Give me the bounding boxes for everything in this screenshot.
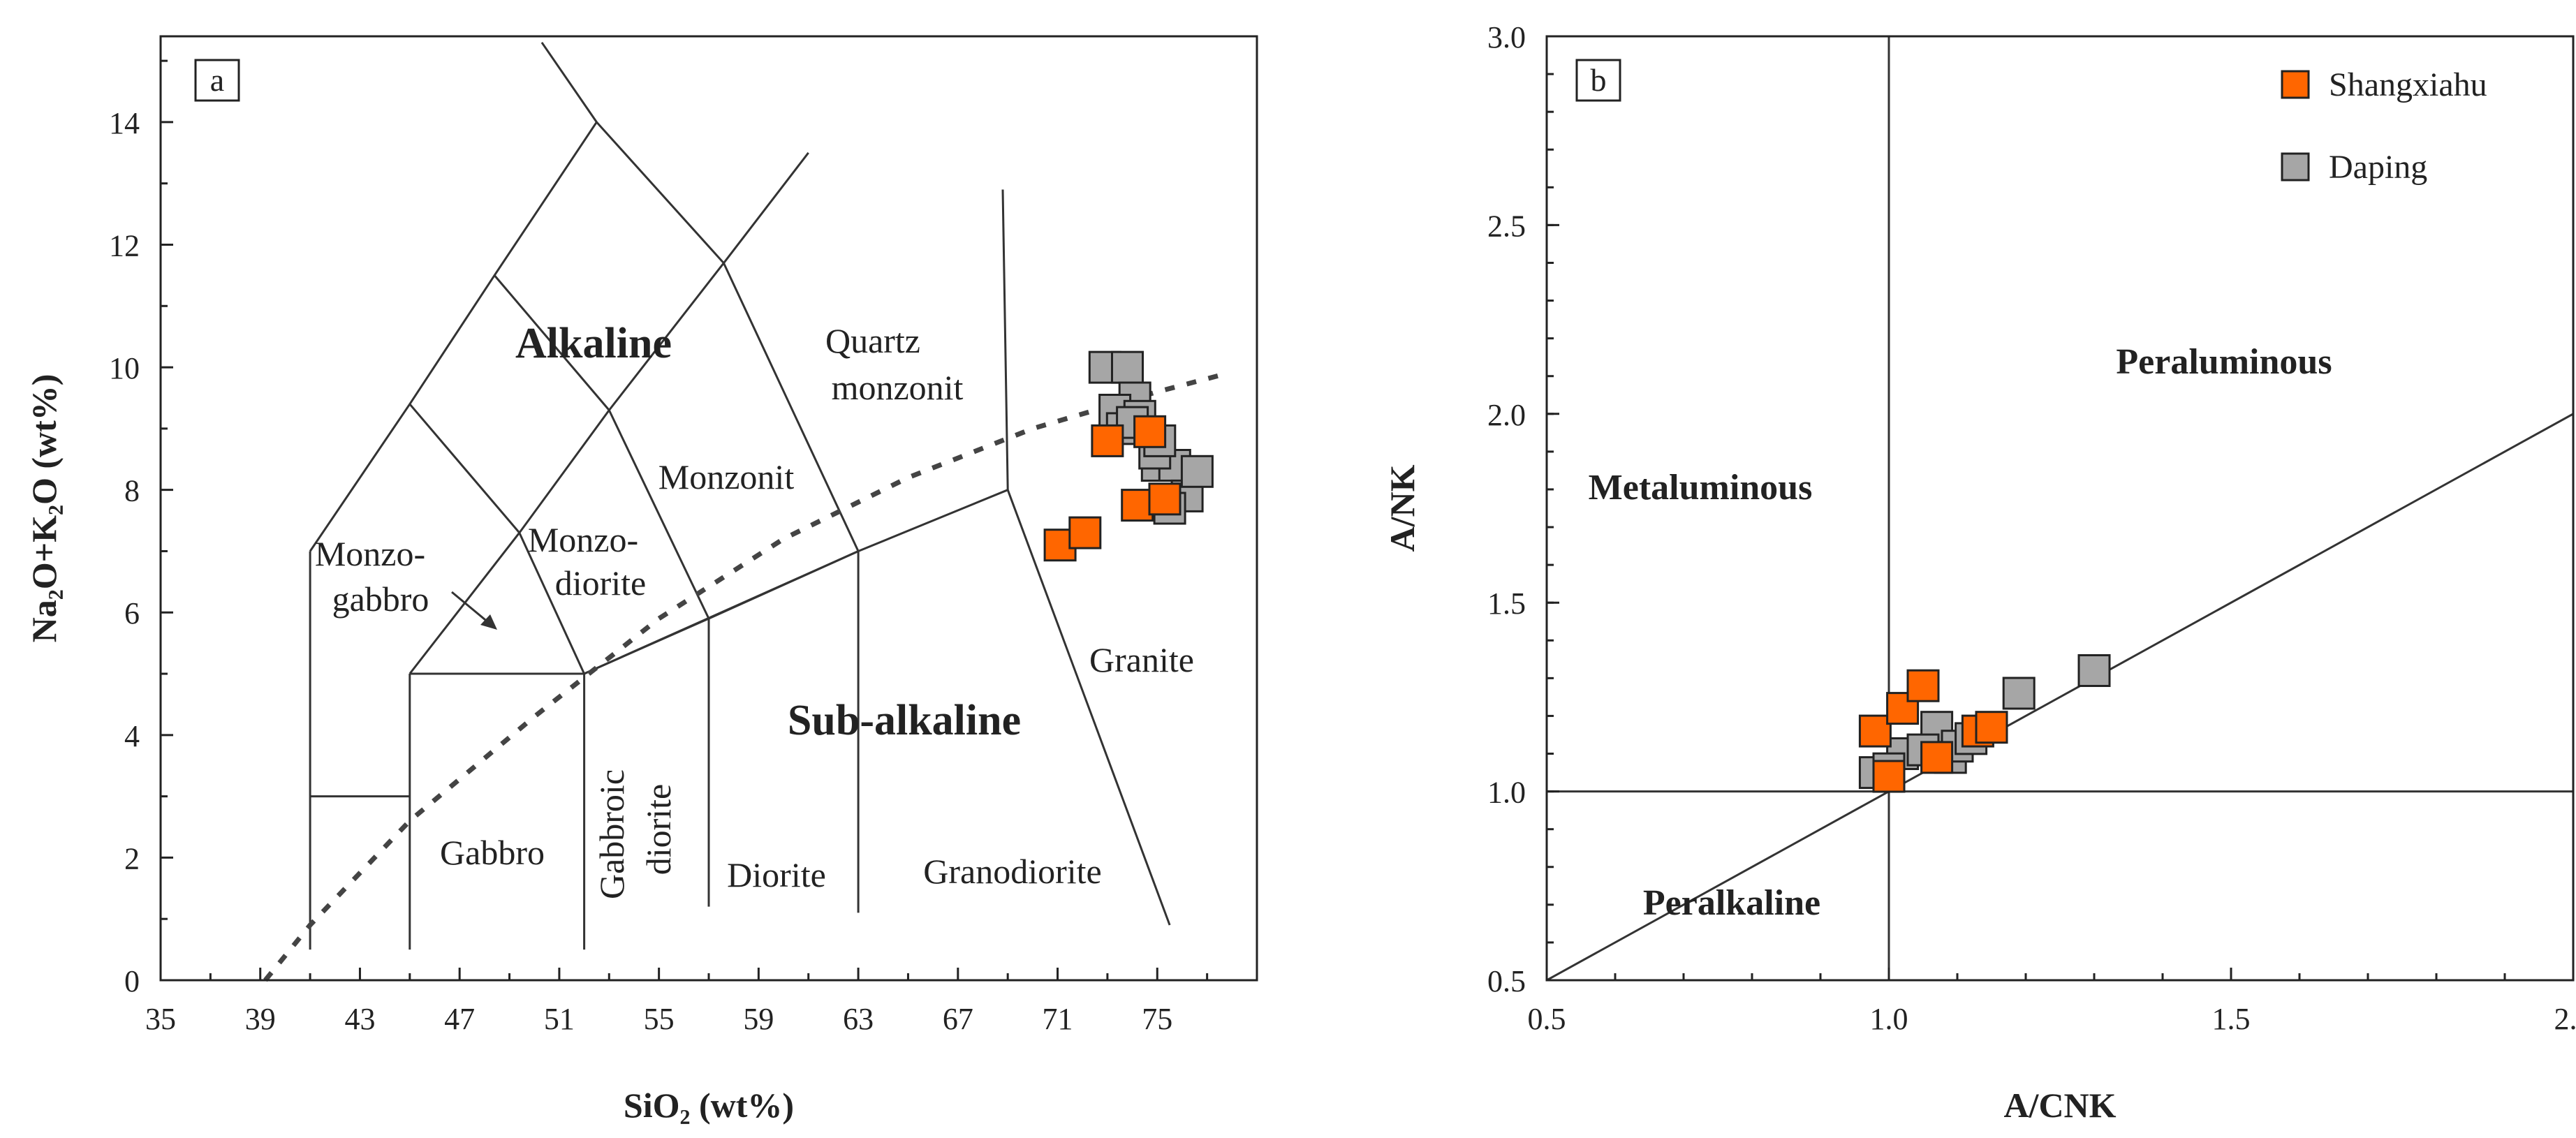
tas-data-points (1043, 350, 1214, 562)
legend-swatch-shangxiahu (2281, 70, 2310, 99)
tas-x-tick-label-51: 51 (544, 1002, 575, 1036)
shand-y-tick-label-1.5: 1.5 (1487, 586, 1526, 621)
shand-point-shangxiahu (1906, 669, 1940, 702)
tas-boundary-12 (493, 274, 610, 411)
label-quartz-monzonit: monzonit (832, 368, 964, 407)
label-gabbroic-diorite-1: Gabbroic (592, 769, 631, 899)
shand-x-tick-label-1.5: 1.5 (2212, 1002, 2251, 1036)
tas-y-tick-label-8: 8 (124, 474, 140, 508)
shand-data-points (1858, 654, 2111, 793)
tas-point-shangxiahu (1148, 482, 1182, 516)
label-gabbro: Gabbro (440, 833, 545, 872)
shand-point-shangxiahu (1858, 714, 1892, 748)
panel-a-box (194, 59, 240, 102)
shand-diagram: 0.5 1.0 1.5 2.0 0.5 1.0 1.5 2.0 2.5 3.0 b Peralum… (1383, 20, 2576, 1125)
shand-x-axis-title: A/CNK (2003, 1086, 2116, 1125)
shand-y-tick-label-2.0: 2.0 (1487, 398, 1526, 432)
shand-x-tick-label-0.5: 0.5 (1528, 1002, 1566, 1036)
tas-x-tick-label-67: 67 (943, 1002, 973, 1036)
tas-boundary-13 (540, 41, 598, 123)
tas-x-tick-label-71: 71 (1043, 1002, 1073, 1036)
shand-y-tick-label-3.0: 3.0 (1487, 20, 1526, 54)
alkaline-subalkaline-divider (263, 371, 1228, 982)
tas-y-tick-label-2: 2 (124, 841, 140, 875)
label-alkaline: Alkaline (515, 320, 672, 367)
tas-boundary-4 (309, 120, 860, 552)
label-subalkaline: Sub-alkaline (788, 697, 1021, 744)
shand-x-tick-label-1.0: 1.0 (1870, 1002, 1908, 1036)
legend-label-daping: Daping (2329, 149, 2427, 186)
shand-y-tick-label-1.0: 1.0 (1487, 776, 1526, 810)
tas-y-tick-label-0: 0 (124, 964, 140, 998)
tas-x-tick-label-59: 59 (743, 1002, 774, 1036)
shand-field-boundaries (1546, 36, 2574, 982)
tas-boundary-10 (608, 409, 710, 619)
panel-b-box (1575, 59, 1621, 102)
tas-field-boundaries (309, 41, 1171, 950)
label-diorite: Diorite (727, 855, 826, 894)
label-monzogabbro-2: gabbro (332, 579, 429, 619)
shand-point-shangxiahu (1975, 711, 2008, 744)
ank-equals-acnk-line (1546, 413, 2574, 982)
tas-point-shangxiahu (1068, 516, 1102, 549)
tas-y-axis-title: Na₂O+K₂O (wt%) (24, 374, 64, 643)
tas-boundary-15 (1006, 489, 1171, 926)
label-monzodiorite-1: Monzo- (528, 520, 638, 559)
tas-diagram: 35 39 43 47 51 55 59 63 67 71 75 0 2 4 6 8 10 12 14 a Alka… (24, 35, 1258, 1125)
shand-point-shangxiahu (1920, 741, 1954, 774)
tas-point-shangxiahu (1133, 415, 1167, 448)
tas-y-tick-label-14: 14 (109, 106, 140, 140)
legend: Shangxiahu Daping (2281, 66, 2487, 186)
legend-label-shangxiahu: Shangxiahu (2329, 66, 2487, 103)
tas-x-axis-title: SiO₂ (wt%) (624, 1086, 794, 1125)
tas-point-daping (1180, 455, 1214, 488)
label-monzogabbro-1: Monzo- (315, 534, 425, 573)
tas-x-tick-label-47: 47 (444, 1002, 475, 1036)
tas-y-tick-label-12: 12 (109, 228, 140, 263)
tas-x-tick-label-43: 43 (344, 1002, 375, 1036)
shand-point-shangxiahu (1872, 760, 1906, 793)
label-monzodiorite-2: diorite (555, 563, 647, 603)
tas-y-tick-label-10: 10 (109, 351, 140, 385)
shand-axis-ticks: 0.5 1.0 1.5 2.0 0.5 1.0 1.5 2.0 2.5 3.0 (1487, 20, 2576, 1036)
panel-b-label: b (1591, 62, 1607, 98)
shand-y-tick-label-0.5: 0.5 (1487, 964, 1526, 998)
label-granite: Granite (1089, 640, 1194, 679)
label-peralkaline: Peralkaline (1643, 883, 1820, 923)
shand-y-axis-title: A/NK (1383, 464, 1422, 552)
legend-swatch-daping (2281, 152, 2310, 182)
tas-y-tick-label-4: 4 (124, 719, 140, 753)
monzogabbro-arrow (451, 591, 497, 630)
tas-point-shangxiahu (1091, 424, 1124, 457)
label-peraluminous: Peraluminous (2116, 342, 2332, 382)
label-gabbroic-diorite-2: diorite (639, 784, 678, 875)
label-monzonit: Monzonit (658, 457, 795, 496)
dashed-divider-line (263, 371, 1228, 982)
label-granodiorite: Granodiorite (923, 852, 1101, 891)
tas-x-tick-label-35: 35 (145, 1002, 176, 1036)
label-metaluminous: Metaluminous (1589, 468, 1813, 508)
tas-boundary-11 (409, 403, 520, 534)
label-quartz: Quartz (825, 321, 920, 360)
tas-point-daping (1111, 350, 1144, 384)
shand-plot-frame (1545, 35, 2575, 982)
shand-point-daping (2002, 677, 2036, 710)
tas-boundary-16 (583, 489, 1008, 675)
tas-x-tick-label-39: 39 (245, 1002, 276, 1036)
shand-x-tick-label-2.0: 2.0 (2554, 1002, 2576, 1036)
tas-boundary-9 (518, 532, 585, 674)
tas-y-tick-label-6: 6 (124, 596, 140, 630)
tas-x-tick-label-75: 75 (1142, 1002, 1172, 1036)
tas-boundary-14 (1001, 189, 1009, 490)
tas-x-tick-label-55: 55 (644, 1002, 675, 1036)
tas-point-shangxiahu (1121, 489, 1154, 522)
shand-point-daping (2077, 654, 2111, 687)
shand-y-tick-label-2.5: 2.5 (1487, 209, 1526, 243)
tas-axis-ticks: 35 39 43 47 51 55 59 63 67 71 75 0 2 4 6 8 10 12 14 (109, 59, 1209, 1036)
panel-a-label: a (210, 62, 224, 98)
tas-x-tick-label-63: 63 (843, 1002, 874, 1036)
